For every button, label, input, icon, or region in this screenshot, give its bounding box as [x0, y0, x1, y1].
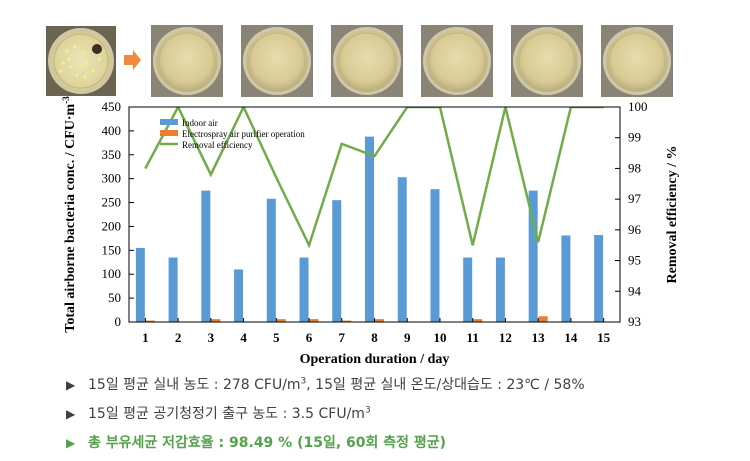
- bar-indoor-day-15: [594, 235, 604, 322]
- note-removal-efficiency: ▶ 총 부유세균 저감효율 : 98.49 % (15일, 60회 측정 평균): [66, 432, 446, 452]
- note-3-text: 총 부유세균 저감효율 : 98.49 % (15일, 60회 측정 평균): [88, 435, 447, 451]
- legend-swatch: [160, 130, 178, 136]
- bar-purifier-day-8: [375, 319, 384, 322]
- efficiency-point-day-1: [144, 167, 146, 169]
- petri-dish-3: [331, 25, 403, 97]
- efficiency-point-day-8: [374, 155, 375, 157]
- bar-indoor-day-2: [168, 257, 178, 322]
- x-axis-label: Operation duration / day: [300, 352, 450, 367]
- bar-purifier-day-3: [211, 319, 221, 322]
- note-2-text: 15일 평균 공기청정기 출구 농도 : 3.5 CFU/m: [88, 406, 365, 422]
- y-tick-label: 200: [102, 218, 122, 233]
- x-tick-label: 6: [306, 330, 313, 345]
- x-tick-label: 9: [404, 330, 411, 345]
- bar-purifier-day-11: [473, 319, 483, 322]
- bar-indoor-day-3: [201, 190, 211, 322]
- bar-indoor-day-14: [561, 235, 571, 322]
- x-tick-label: 11: [467, 330, 479, 345]
- bar-purifier-day-6: [309, 319, 319, 322]
- bar-indoor-day-4: [234, 269, 244, 322]
- bar-indoor-day-5: [266, 198, 276, 322]
- x-tick-label: 2: [175, 330, 182, 345]
- y-tick-label: 300: [102, 171, 122, 186]
- petri-dish-photo-strip: [46, 25, 673, 97]
- bar-indoor-day-9: [397, 177, 407, 322]
- x-tick-label: 4: [240, 330, 247, 345]
- bar-indoor-day-10: [430, 189, 440, 322]
- y2-tick-label: 94: [628, 283, 642, 298]
- petri-dish-6: [601, 25, 673, 97]
- legend-label: Removal efficiency: [182, 140, 253, 150]
- y2-tick-label: 93: [628, 314, 641, 329]
- y-tick-label: 450: [102, 99, 122, 114]
- bar-indoor-day-11: [463, 257, 473, 322]
- note-2-sup: 3: [364, 405, 371, 416]
- bar-indoor-day-8: [365, 136, 374, 322]
- y-tick-label: 400: [102, 123, 122, 138]
- x-tick-label: 13: [532, 330, 546, 345]
- bar-indoor-day-1: [135, 247, 145, 322]
- legend-label: Electrospray air purifier operation: [182, 129, 305, 139]
- note-1-text: 15일 평균 실내 농도 : 278 CFU/m: [88, 377, 301, 393]
- legend-swatch: [160, 119, 178, 125]
- y2-tick-label: 100: [628, 99, 648, 114]
- efficiency-point-day-6: [308, 244, 310, 246]
- bar-indoor-day-7: [332, 200, 342, 322]
- x-tick-label: 12: [499, 330, 512, 345]
- x-tick-label: 8: [371, 330, 378, 345]
- bar-purifier-day-5: [276, 319, 286, 322]
- bar-indoor-day-13: [528, 190, 538, 322]
- petri-dish-2: [241, 25, 313, 97]
- bar-indoor-day-6: [299, 257, 309, 322]
- y-tick-label: 100: [102, 266, 122, 281]
- bacteria-removal-chart: 0501001502002503003504004509394959697989…: [61, 96, 680, 367]
- x-tick-label: 3: [208, 330, 215, 345]
- bar-purifier-day-7: [342, 320, 352, 322]
- right-arrow-icon: [124, 50, 141, 70]
- efficiency-point-day-11: [472, 244, 474, 246]
- y2-tick-label: 97: [628, 191, 642, 206]
- bullet-icon: ▶: [66, 407, 76, 421]
- x-tick-label: 14: [564, 330, 578, 345]
- petri-dish-before: [46, 26, 116, 96]
- bar-purifier-day-13: [538, 316, 548, 322]
- petri-dish-5: [511, 25, 583, 97]
- legend-entry: Removal efficiency: [160, 140, 253, 150]
- bullet-icon: ▶: [66, 378, 76, 392]
- legend-entry: Electrospray air purifier operation: [160, 129, 305, 139]
- note-indoor-average: ▶ 15일 평균 실내 농도 : 278 CFU/m3, 15일 평균 실내 온도…: [66, 374, 585, 394]
- note-1-text-b: , 15일 평균 실내 온도/상대습도 : 23℃ / 58%: [306, 377, 585, 393]
- legend-entry: Indoor air: [160, 118, 218, 128]
- y-tick-label: 50: [108, 290, 121, 305]
- x-tick-label: 1: [142, 330, 149, 345]
- efficiency-point-day-3: [210, 174, 212, 176]
- efficiency-point-day-13: [537, 241, 539, 243]
- y-axis-label: Total airborne bacteria conc. / CFU·m-3: [61, 96, 78, 333]
- y2-tick-label: 98: [628, 160, 641, 175]
- y2-tick-label: 96: [628, 222, 642, 237]
- efficiency-point-day-7: [341, 143, 343, 145]
- y-tick-label: 150: [102, 242, 122, 257]
- petri-dish-4: [421, 25, 493, 97]
- y2-axis-label: Removal efficiency / %: [665, 145, 680, 283]
- y2-tick-label: 95: [628, 253, 641, 268]
- x-tick-label: 10: [433, 330, 446, 345]
- bar-purifier-day-1: [145, 320, 155, 322]
- efficiency-point-day-5: [275, 177, 277, 179]
- legend-label: Indoor air: [182, 118, 218, 128]
- x-tick-label: 5: [273, 330, 280, 345]
- y-tick-label: 250: [102, 195, 122, 210]
- y-tick-label: 0: [115, 314, 122, 329]
- note-1-sup: 3: [300, 376, 307, 387]
- bullet-icon: ▶: [66, 436, 76, 450]
- petri-dish-1: [151, 25, 223, 97]
- bar-indoor-day-12: [495, 257, 505, 322]
- x-tick-label: 7: [339, 330, 346, 345]
- x-tick-label: 15: [597, 330, 611, 345]
- y2-tick-label: 99: [628, 130, 641, 145]
- note-outlet-average: ▶ 15일 평균 공기청정기 출구 농도 : 3.5 CFU/m3: [66, 403, 371, 423]
- y-tick-label: 350: [102, 147, 122, 162]
